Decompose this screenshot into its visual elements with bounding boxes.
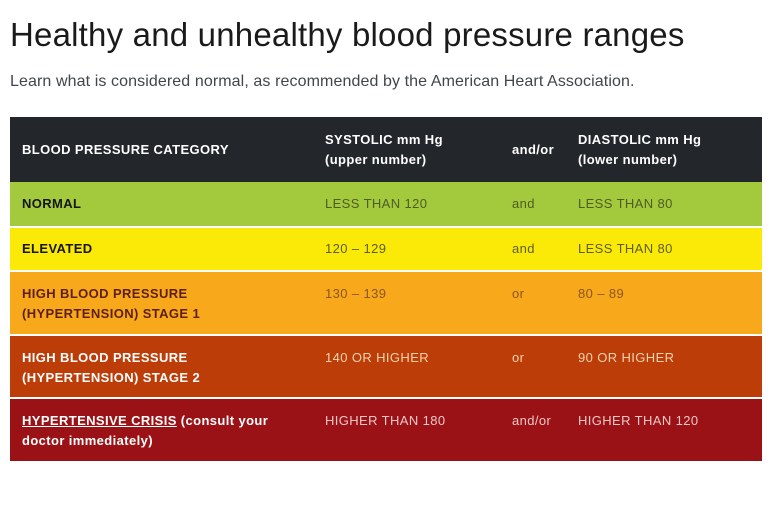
table-header-row: BLOOD PRESSURE CATEGORY SYSTOLIC mm Hg (… bbox=[10, 117, 762, 182]
connector-cell: or bbox=[512, 350, 525, 365]
header-category-cell: BLOOD PRESSURE CATEGORY bbox=[22, 140, 325, 160]
connector-cell: and/or bbox=[512, 413, 552, 428]
row-elevated: ELEVATED 120 – 129 and LESS THAN 80 bbox=[10, 226, 762, 270]
header-category-label: BLOOD PRESSURE CATEGORY bbox=[22, 141, 229, 157]
category-cell: NORMAL bbox=[22, 194, 325, 214]
systolic-cell: HIGHER THAN 180 bbox=[325, 413, 446, 428]
header-systolic-line1: SYSTOLIC mm Hg bbox=[325, 132, 443, 147]
row-hypertensive-crisis: HYPERTENSIVE CRISIS (consult your doctor… bbox=[10, 397, 762, 461]
systolic-cell: 120 – 129 bbox=[325, 241, 387, 257]
category-cell: HYPERTENSIVE CRISIS (consult your doctor… bbox=[22, 411, 325, 450]
connector-cell: or bbox=[512, 286, 525, 301]
diastolic-cell: 80 – 89 bbox=[578, 286, 625, 301]
diastolic-cell: HIGHER THAN 120 bbox=[578, 413, 699, 428]
header-diastolic-cell: DIASTOLIC mm Hg (lower number) bbox=[578, 130, 762, 169]
header-systolic-line2: (upper number) bbox=[325, 151, 427, 167]
blood-pressure-table: BLOOD PRESSURE CATEGORY SYSTOLIC mm Hg (… bbox=[10, 117, 762, 461]
category-label: HYPERTENSIVE CRISIS bbox=[22, 413, 177, 428]
row-normal: NORMAL LESS THAN 120 and LESS THAN 80 bbox=[10, 182, 762, 226]
category-label: NORMAL bbox=[22, 196, 82, 212]
category-label: HIGH BLOOD PRESSURE (HYPERTENSION) STAGE… bbox=[22, 350, 201, 385]
category-cell: HIGH BLOOD PRESSURE (HYPERTENSION) STAGE… bbox=[22, 284, 325, 323]
header-connector-label: and/or bbox=[512, 141, 555, 157]
diastolic-cell: LESS THAN 80 bbox=[578, 196, 673, 212]
page: Healthy and unhealthy blood pressure ran… bbox=[10, 16, 762, 461]
header-connector-cell: and/or bbox=[512, 140, 578, 160]
category-cell: ELEVATED bbox=[22, 239, 325, 259]
diastolic-cell: 90 OR HIGHER bbox=[578, 350, 675, 365]
connector-cell: and bbox=[512, 241, 535, 257]
systolic-cell: 130 – 139 bbox=[325, 286, 387, 301]
header-systolic-cell: SYSTOLIC mm Hg (upper number) bbox=[325, 130, 512, 169]
diastolic-cell: LESS THAN 80 bbox=[578, 241, 673, 257]
category-note: (consult your doctor immediately) bbox=[22, 413, 269, 448]
header-diastolic-line2: (lower number) bbox=[578, 151, 678, 167]
page-title: Healthy and unhealthy blood pressure ran… bbox=[10, 16, 685, 53]
connector-cell: and bbox=[512, 196, 535, 212]
page-subtitle: Learn what is considered normal, as reco… bbox=[10, 73, 635, 90]
row-hypertension-stage-1: HIGH BLOOD PRESSURE (HYPERTENSION) STAGE… bbox=[10, 270, 762, 334]
row-hypertension-stage-2: HIGH BLOOD PRESSURE (HYPERTENSION) STAGE… bbox=[10, 334, 762, 397]
systolic-cell: LESS THAN 120 bbox=[325, 196, 428, 212]
category-label: HIGH BLOOD PRESSURE (HYPERTENSION) STAGE… bbox=[22, 286, 201, 321]
category-label: ELEVATED bbox=[22, 241, 93, 257]
header-diastolic-line1: DIASTOLIC mm Hg bbox=[578, 132, 702, 147]
category-cell: HIGH BLOOD PRESSURE (HYPERTENSION) STAGE… bbox=[22, 348, 325, 387]
systolic-cell: 140 OR HIGHER bbox=[325, 350, 430, 365]
